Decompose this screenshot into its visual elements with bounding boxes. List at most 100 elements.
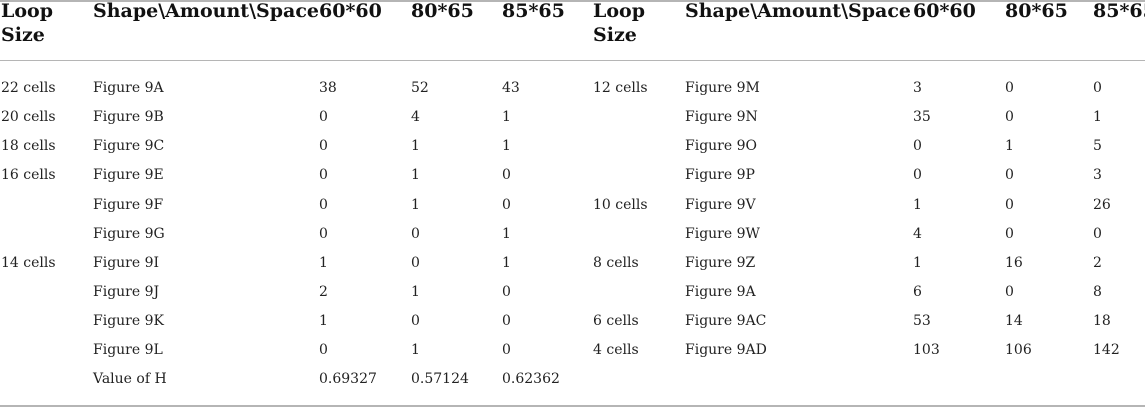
value-85x65-cell-right: 2	[1093, 255, 1102, 271]
shape-cell-left: Value of H	[93, 371, 167, 387]
loop-size-cell-left: 18 cells	[1, 138, 56, 154]
loop-size-cell-right: 8 cells	[593, 255, 639, 271]
shape-cell-left: Figure 9J	[93, 284, 160, 300]
value-80x65-cell-left: 1	[411, 197, 420, 213]
value-80x65-cell-right: 106	[1005, 342, 1032, 358]
value-60x60-cell-left: 0	[319, 342, 328, 358]
shape-cell-right: Figure 9P	[685, 167, 755, 183]
value-85x65-cell-left: 0	[502, 284, 511, 300]
header-loop-size-right: Loop Size	[593, 0, 645, 47]
shape-cell-left: Figure 9E	[93, 167, 164, 183]
header-size-word: Size	[593, 24, 637, 46]
header-col3-right: 85*65	[1093, 0, 1145, 22]
value-85x65-cell-right: 5	[1093, 138, 1102, 154]
loop-size-cell-right: 10 cells	[593, 197, 648, 213]
value-80x65-cell-left: 0	[411, 255, 420, 271]
value-60x60-cell-right: 103	[913, 342, 940, 358]
shape-cell-right: Figure 9W	[685, 226, 760, 242]
value-85x65-cell-right: 3	[1093, 167, 1102, 183]
value-85x65-cell-right: 8	[1093, 284, 1102, 300]
value-80x65-cell-left: 0	[411, 226, 420, 242]
header-loop-word: Loop	[593, 0, 645, 22]
value-60x60-cell-right: 53	[913, 313, 931, 329]
header-col1-left: 60*60	[319, 0, 382, 22]
value-60x60-cell-left: 38	[319, 80, 337, 96]
value-85x65-cell-left: 1	[502, 109, 511, 125]
header-size-word: Size	[1, 24, 45, 46]
value-85x65-cell-left: 0	[502, 197, 511, 213]
value-60x60-cell-left: 0	[319, 138, 328, 154]
value-80x65-cell-right: 16	[1005, 255, 1023, 271]
value-80x65-cell-left: 1	[411, 342, 420, 358]
loop-size-cell-left: 20 cells	[1, 109, 56, 125]
shape-cell-right: Figure 9M	[685, 80, 760, 96]
loop-size-cell-right: 6 cells	[593, 313, 639, 329]
loop-size-cell-left: 22 cells	[1, 80, 56, 96]
value-80x65-cell-left: 4	[411, 109, 420, 125]
header-col3-left: 85*65	[502, 0, 565, 22]
value-60x60-cell-right: 3	[913, 80, 922, 96]
value-85x65-cell-left: 0	[502, 167, 511, 183]
shape-cell-left: Figure 9C	[93, 138, 165, 154]
shape-cell-right: Figure 9Z	[685, 255, 756, 271]
value-85x65-cell-right: 26	[1093, 197, 1111, 213]
shape-cell-left: Figure 9K	[93, 313, 164, 329]
loop-size-cell-left: 14 cells	[1, 255, 56, 271]
header-col1-right: 60*60	[913, 0, 976, 22]
header-shape-left: Shape\Amount\Space	[93, 0, 319, 22]
value-60x60-cell-left: 2	[319, 284, 328, 300]
value-80x65-cell-right: 14	[1005, 313, 1023, 329]
loop-size-cell-right: 4 cells	[593, 342, 639, 358]
loop-size-cell-right: 12 cells	[593, 80, 648, 96]
value-60x60-cell-right: 0	[913, 138, 922, 154]
value-85x65-cell-left: 0	[502, 342, 511, 358]
shape-cell-left: Figure 9A	[93, 80, 164, 96]
value-60x60-cell-left: 0.69327	[319, 371, 377, 387]
value-60x60-cell-left: 1	[319, 313, 328, 329]
value-80x65-cell-right: 0	[1005, 284, 1014, 300]
value-85x65-cell-right: 1	[1093, 109, 1102, 125]
shape-cell-right: Figure 9A	[685, 284, 756, 300]
shape-cell-right: Figure 9V	[685, 197, 756, 213]
value-80x65-cell-left: 52	[411, 80, 429, 96]
value-60x60-cell-left: 0	[319, 167, 328, 183]
table-bottom-rule	[0, 405, 1145, 407]
value-80x65-cell-right: 0	[1005, 167, 1014, 183]
value-60x60-cell-left: 1	[319, 255, 328, 271]
value-80x65-cell-right: 0	[1005, 80, 1014, 96]
value-60x60-cell-right: 1	[913, 197, 922, 213]
header-shape-right: Shape\Amount\Space	[685, 0, 911, 22]
value-80x65-cell-left: 0.57124	[411, 371, 469, 387]
shape-cell-right: Figure 9AC	[685, 313, 767, 329]
shape-cell-right: Figure 9AD	[685, 342, 767, 358]
value-80x65-cell-right: 0	[1005, 226, 1014, 242]
shape-cell-left: Figure 9L	[93, 342, 163, 358]
shape-cell-left: Figure 9F	[93, 197, 164, 213]
value-80x65-cell-right: 0	[1005, 109, 1014, 125]
value-85x65-cell-right: 142	[1093, 342, 1120, 358]
value-60x60-cell-right: 35	[913, 109, 931, 125]
value-85x65-cell-right: 0	[1093, 226, 1102, 242]
value-85x65-cell-left: 0	[502, 313, 511, 329]
value-85x65-cell-left: 43	[502, 80, 520, 96]
shape-cell-left: Figure 9I	[93, 255, 160, 271]
value-80x65-cell-right: 1	[1005, 138, 1014, 154]
value-80x65-cell-left: 1	[411, 138, 420, 154]
header-col2-left: 80*65	[411, 0, 474, 22]
value-60x60-cell-right: 4	[913, 226, 922, 242]
value-60x60-cell-right: 0	[913, 167, 922, 183]
header-loop-word: Loop	[1, 0, 53, 22]
shape-cell-right: Figure 9O	[685, 138, 757, 154]
table-header-rule	[0, 60, 1145, 61]
shape-cell-left: Figure 9B	[93, 109, 164, 125]
value-60x60-cell-left: 0	[319, 197, 328, 213]
header-loop-size-left: Loop Size	[1, 0, 53, 47]
value-60x60-cell-left: 0	[319, 226, 328, 242]
value-85x65-cell-left: 1	[502, 226, 511, 242]
shape-cell-right: Figure 9N	[685, 109, 758, 125]
value-80x65-cell-left: 1	[411, 167, 420, 183]
shape-cell-left: Figure 9G	[93, 226, 165, 242]
value-60x60-cell-left: 0	[319, 109, 328, 125]
value-85x65-cell-left: 1	[502, 138, 511, 154]
